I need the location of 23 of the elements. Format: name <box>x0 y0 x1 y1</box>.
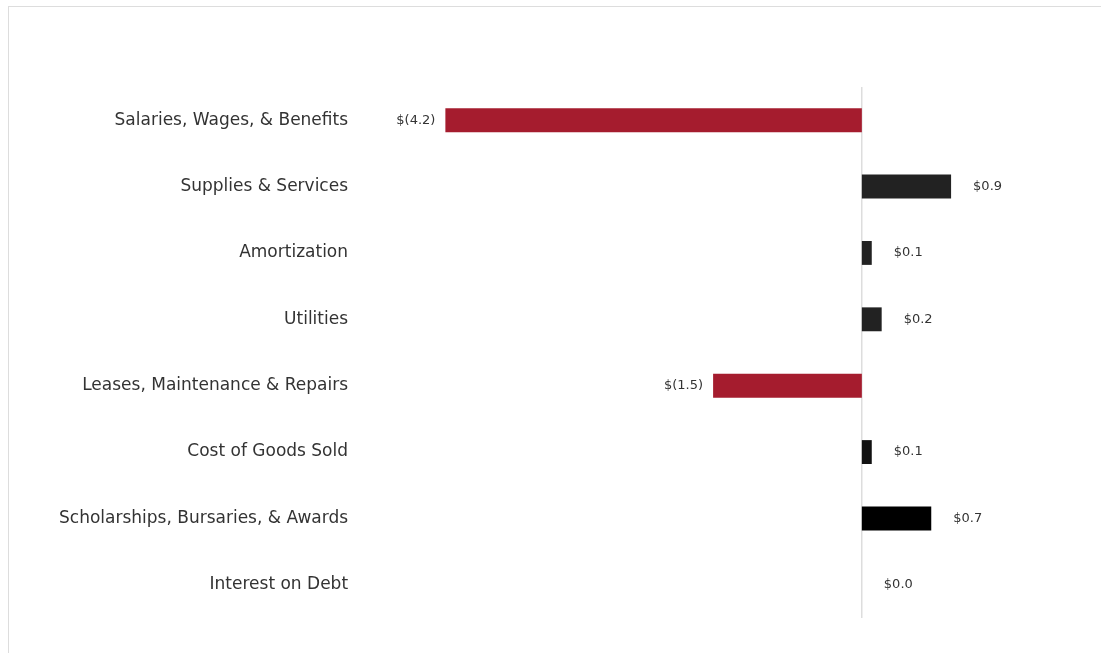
data-label: $0.1 <box>893 244 923 260</box>
bar <box>861 506 932 531</box>
data-label: $0.7 <box>953 509 983 525</box>
y-tick-label: Scholarships, Bursaries, & Awards <box>58 506 349 527</box>
y-tick-label: Leases, Maintenance & Repairs <box>82 374 349 395</box>
bar <box>713 373 862 398</box>
bar <box>445 108 862 133</box>
data-label: $(1.5) <box>664 377 704 393</box>
data-label: $0.9 <box>973 177 1003 193</box>
y-tick-label: Interest on Debt <box>209 573 349 594</box>
y-tick-label: Cost of Goods Sold <box>187 440 349 461</box>
y-tick-label: Salaries, Wages, & Benefits <box>114 108 349 129</box>
data-label: $0.0 <box>883 576 913 592</box>
bar <box>861 240 872 265</box>
y-tick-label: Amortization <box>239 241 349 262</box>
bar <box>861 174 952 199</box>
bar <box>861 440 872 465</box>
bar <box>861 307 882 332</box>
data-label: $0.1 <box>893 443 923 459</box>
y-tick-label: Utilities <box>284 307 349 328</box>
data-label: $0.2 <box>903 310 933 326</box>
data-label: $(4.2) <box>396 111 436 127</box>
y-tick-label: Supplies & Services <box>180 174 349 195</box>
